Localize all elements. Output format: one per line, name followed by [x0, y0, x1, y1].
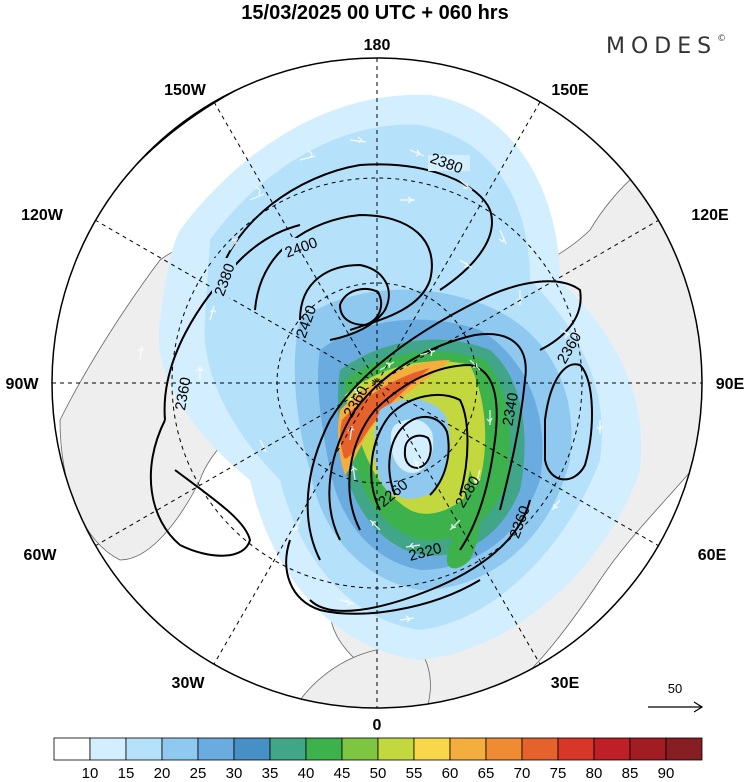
colorbar-swatch	[665, 737, 703, 761]
colorbar-swatch	[233, 737, 271, 761]
lon-label-bottom-right: 30E	[551, 675, 580, 692]
colorbar-swatch	[485, 737, 523, 761]
colorbar-tick-label: 40	[298, 765, 315, 782]
colorbar-swatch	[269, 737, 307, 761]
shade-45-east	[446, 470, 480, 569]
colorbar-tick-label: 30	[226, 765, 243, 782]
lon-label-right: 90E	[716, 376, 745, 393]
shade-65	[337, 360, 450, 475]
colorbar-tick-label: 70	[514, 765, 531, 782]
lon-label-upper-left: 120W	[21, 207, 64, 224]
reference-vector-label: 50	[668, 681, 682, 696]
colorbar-tick-label: 60	[442, 765, 459, 782]
lon-label-lower-right: 60E	[698, 547, 727, 564]
colorbar-tick-label: 80	[586, 765, 603, 782]
contour-2360-a	[306, 280, 582, 561]
colorbar-swatch	[197, 737, 235, 761]
shade-15-inner	[390, 419, 434, 473]
contour-small-high	[338, 287, 383, 327]
colorbar-tick-label: 15	[118, 765, 135, 782]
contour-2260	[388, 416, 450, 496]
colorbar-swatch	[89, 737, 127, 761]
contour-2280	[370, 394, 469, 511]
contour-2340	[328, 333, 527, 541]
brand-name: MODES	[606, 34, 718, 59]
contour-label: 2360	[172, 376, 195, 412]
colorbar-swatch	[53, 737, 91, 761]
colorbar-swatch	[341, 737, 379, 761]
lon-label-bottom-left: 30W	[172, 675, 206, 692]
colorbar-tick-label: 10	[82, 765, 99, 782]
lon-label-top-right: 150E	[551, 82, 589, 99]
wind-vectors	[137, 136, 603, 623]
colorbar-swatch	[413, 737, 451, 761]
colorbar-tick-label: 85	[622, 765, 639, 782]
colorbar-swatch	[557, 737, 595, 761]
colorbar-swatch	[305, 737, 343, 761]
colorbar-swatch	[521, 737, 559, 761]
contour-low-center	[403, 434, 432, 470]
contour-2360-b	[285, 539, 481, 615]
geopotential-contours	[117, 61, 593, 615]
lon-label-top-left: 150W	[164, 82, 207, 99]
contour-west-long	[149, 419, 252, 557]
reference-vector: 50	[648, 681, 704, 713]
longitude-labels: 180 150W 150E 120W 120E 90W 90E 60W 60E …	[6, 37, 745, 734]
lat-lon-grid	[52, 58, 702, 708]
colorbar-tick-label: 65	[478, 765, 495, 782]
colorbar-swatch	[449, 737, 487, 761]
colorbar-tick-label: 90	[658, 765, 675, 782]
lon-label-upper-right: 120E	[691, 207, 729, 224]
lon-label-bottom: 0	[373, 717, 382, 734]
lon-label-lower-left: 60W	[24, 547, 58, 564]
colorbar-swatch	[629, 737, 667, 761]
colorbar-swatch	[593, 737, 631, 761]
contour-2320	[348, 363, 498, 551]
colorbar-tick-label: 20	[154, 765, 171, 782]
lon-label-top: 180	[364, 37, 391, 54]
colorbar: 10 15 20 25 30 35 40 45 50 55 60 65 70 75 80 85 90	[53, 737, 703, 782]
colorbar-tick-label: 55	[406, 765, 423, 782]
colorbar-tick-label: 35	[262, 765, 279, 782]
contour-2420	[299, 263, 390, 341]
colorbar-tick-label: 50	[370, 765, 387, 782]
colorbar-swatch	[125, 737, 163, 761]
brand-mark: ©	[717, 34, 727, 44]
contour-label: 2340	[499, 391, 522, 427]
colorbar-tick-label: 25	[190, 765, 207, 782]
contour-2320-outer	[309, 499, 531, 612]
shade-75	[340, 368, 430, 459]
colorbar-swatch	[161, 737, 199, 761]
lon-label-left: 90W	[6, 376, 40, 393]
colorbar-swatch	[377, 737, 415, 761]
colorbar-tick-label: 75	[550, 765, 567, 782]
map-title: 15/03/2025 00 UTC + 060 hrs	[241, 2, 509, 24]
contour-east-ring	[544, 363, 593, 481]
colorbar-tick-label: 45	[334, 765, 351, 782]
arrow-head-icon	[693, 701, 704, 713]
brand-logo: MODES©	[606, 34, 726, 59]
map-border	[51, 57, 703, 709]
